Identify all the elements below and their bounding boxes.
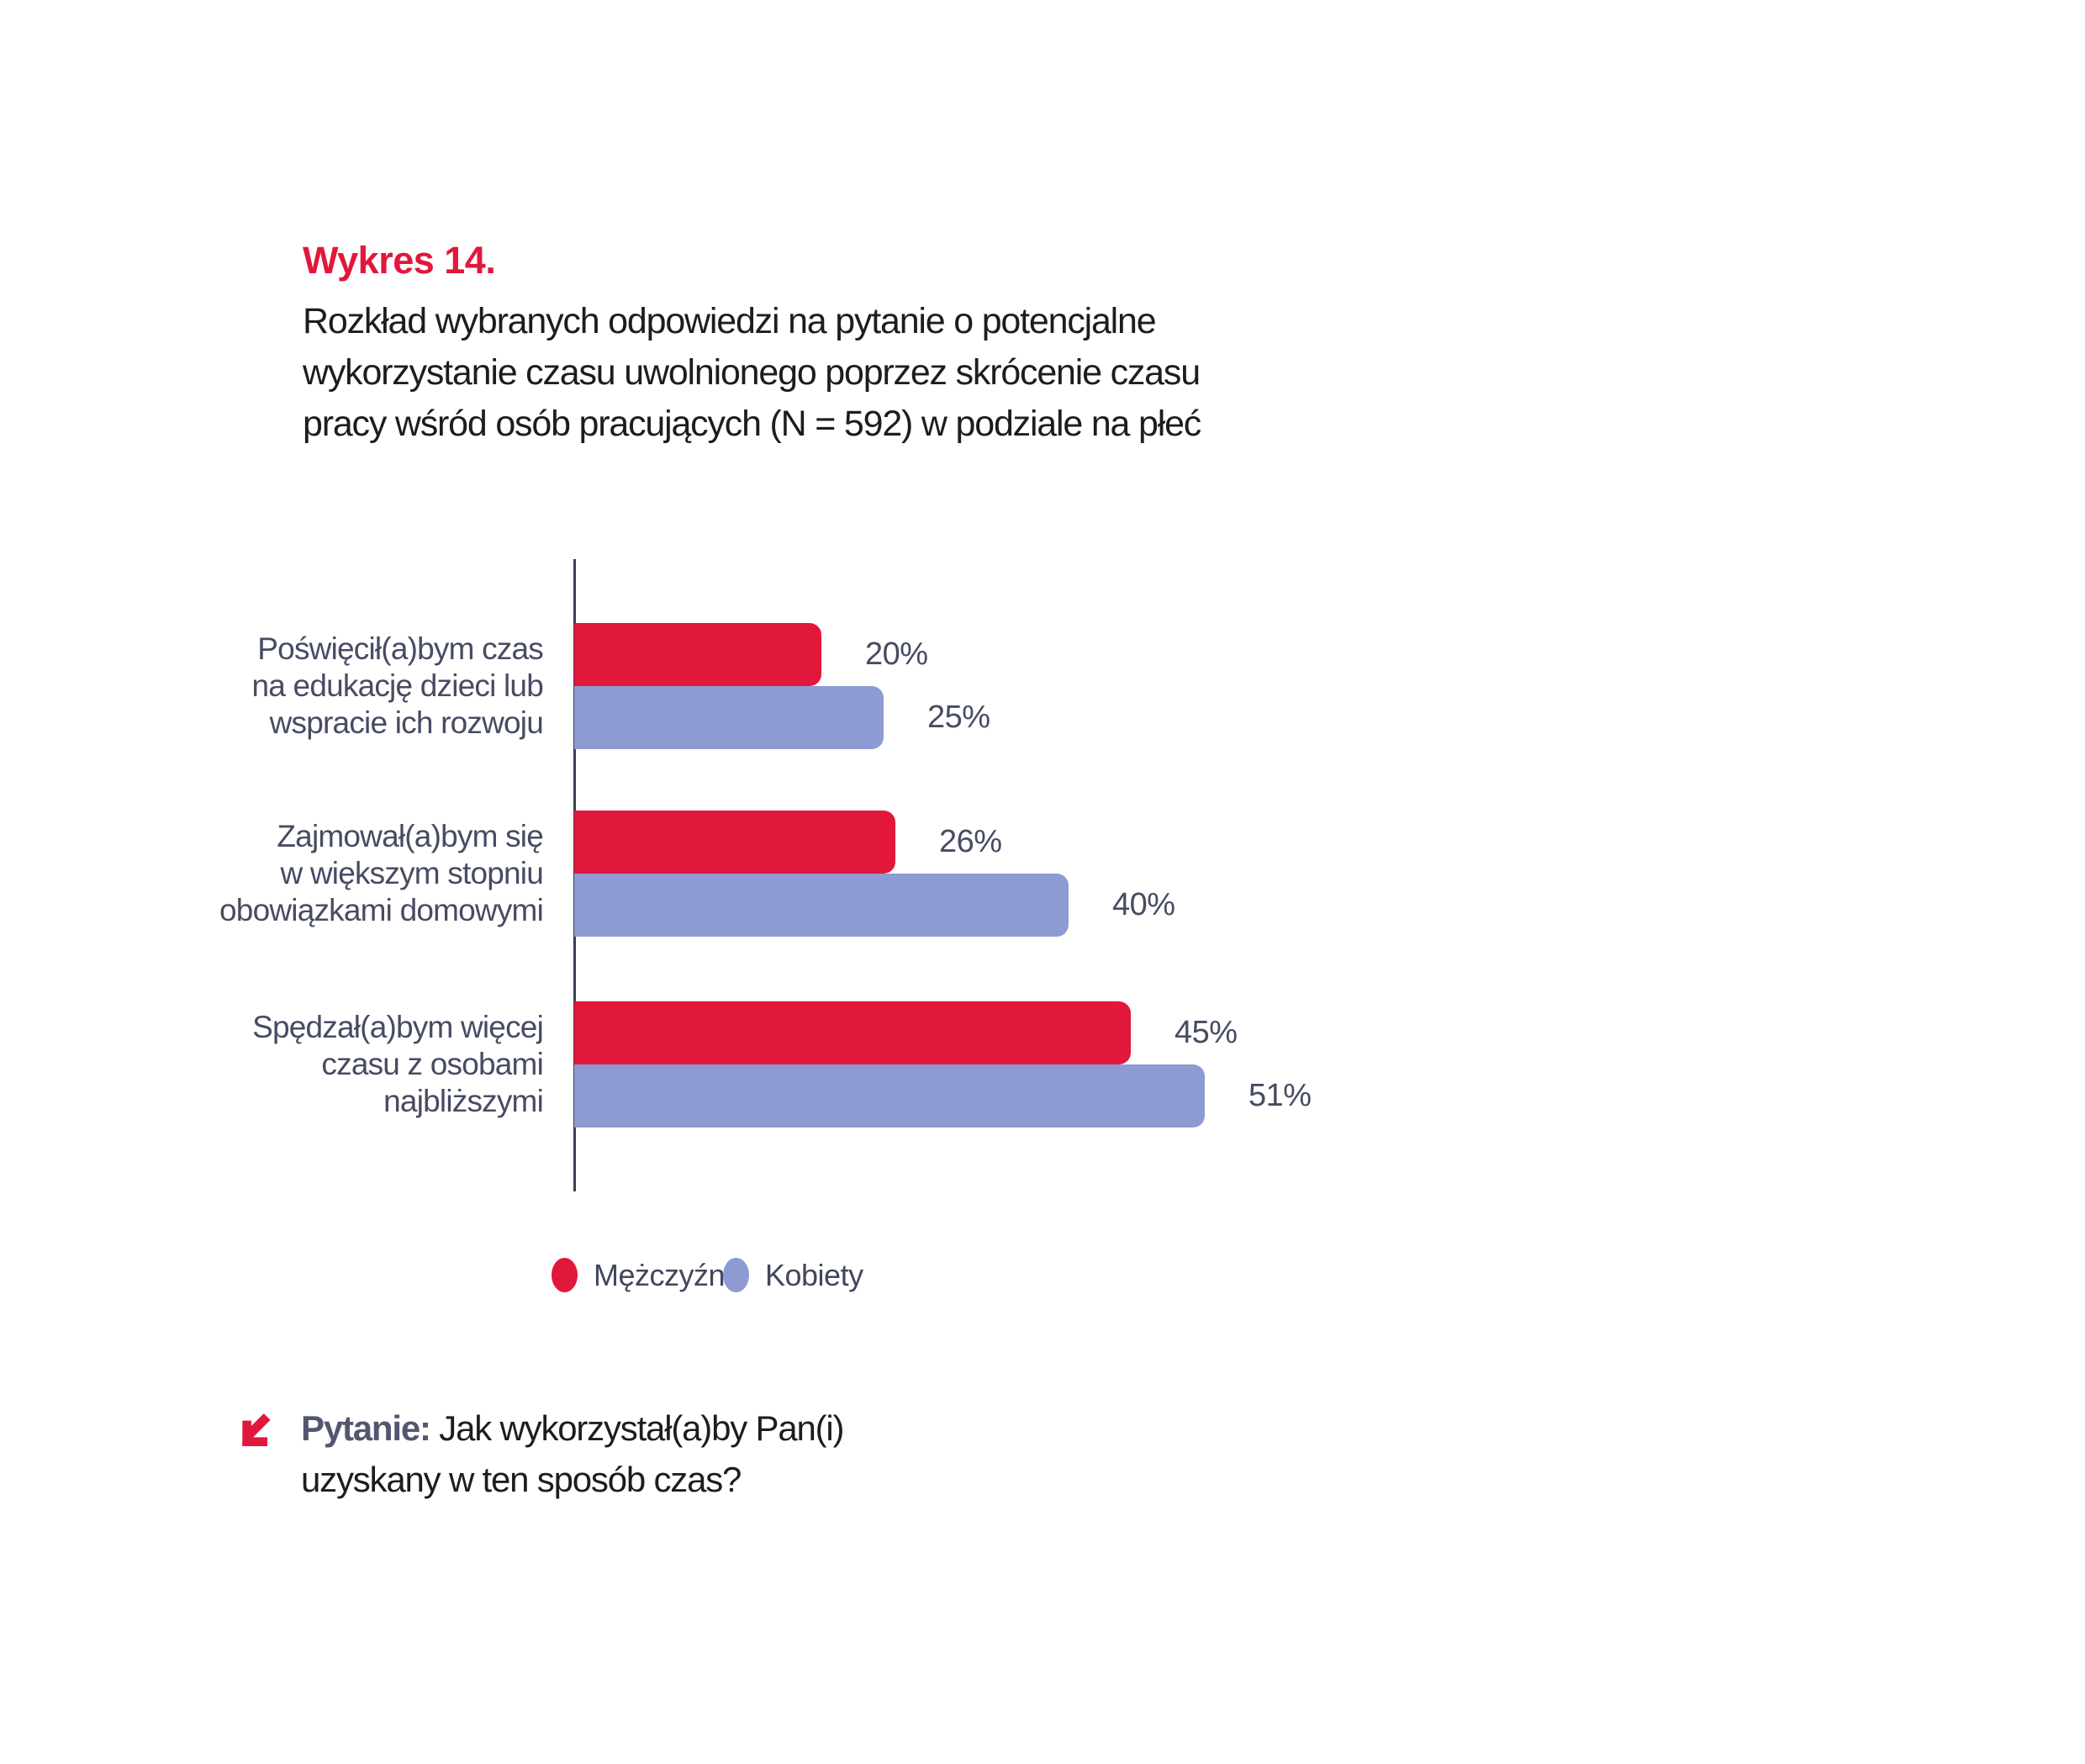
value-label: 25% (927, 700, 990, 735)
category-label: Zajmował(a)bym się w większym stopniu obow… (219, 819, 544, 927)
value-label: 45% (1174, 1015, 1238, 1050)
value-label: 40% (1112, 887, 1175, 922)
category-label: Poświęcił(a)bym czas na edukację dzieci l… (251, 631, 544, 740)
figure-title-line-3: pracy wśród osób pracujących (N = 592) w… (303, 404, 1201, 444)
question-line-1: Jak wykorzystał(a)by Pan(i) (439, 1408, 844, 1448)
figure-title: Rozkład wybranych odpowiedzi na pytanie … (303, 296, 1201, 450)
value-label: 26% (939, 824, 1002, 859)
legend-dot-mezczyzni-icon (552, 1258, 578, 1292)
legend-dot-kobiety-icon (723, 1258, 749, 1292)
bar-mezczyzni (574, 1001, 1131, 1064)
figure-title-line-1: Rozkład wybranych odpowiedzi na pytanie … (303, 301, 1157, 341)
question-text: Pytanie: Jak wykorzystał(a)by Pan(i) uzys… (301, 1402, 845, 1505)
value-label: 51% (1248, 1078, 1312, 1113)
value-label: 20% (865, 636, 928, 672)
bar-kobiety (574, 686, 884, 749)
figure-title-line-2: wykorzystanie czasu uwolnionego poprzez … (303, 352, 1201, 393)
bar-kobiety (574, 874, 1069, 937)
legend-label-kobiety: Kobiety (765, 1257, 863, 1292)
legend-item-kobiety: Kobiety (723, 1258, 863, 1292)
bar-kobiety (574, 1064, 1205, 1128)
legend-item-mezczyzni: Mężczyźni (552, 1258, 731, 1292)
figure-label: Wykres 14. (303, 239, 496, 282)
question-line-2: uzyskany w ten sposób czas? (301, 1460, 742, 1499)
bar-mezczyzni (574, 623, 821, 686)
bar-mezczyzni (574, 811, 895, 874)
southwest-arrow-icon (242, 1412, 272, 1446)
question-prefix: Pytanie: (301, 1408, 431, 1448)
category-label: Spędzał(a)bym więcej czasu z osobami najbl… (252, 1010, 544, 1118)
legend-label-mezczyzni: Mężczyźni (594, 1257, 731, 1292)
